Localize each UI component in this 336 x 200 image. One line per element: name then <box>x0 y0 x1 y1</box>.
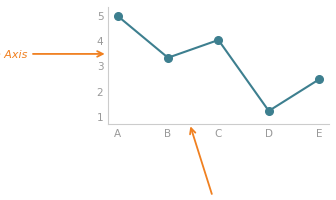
Text: Argument Axis: Argument Axis <box>174 129 256 200</box>
Text: Value Axis: Value Axis <box>0 50 103 60</box>
